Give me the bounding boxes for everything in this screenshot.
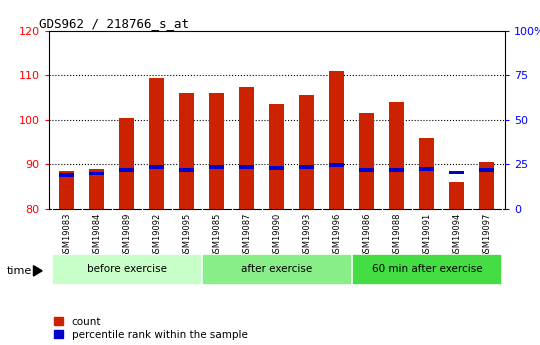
Bar — [329, 163, 345, 167]
Bar — [149, 78, 164, 209]
Bar — [59, 171, 74, 209]
Bar — [299, 165, 314, 169]
Text: GSM19094: GSM19094 — [453, 212, 461, 258]
Text: GSM19087: GSM19087 — [242, 212, 251, 258]
Bar — [420, 138, 434, 209]
Text: GSM19091: GSM19091 — [422, 212, 431, 258]
Text: GSM19096: GSM19096 — [332, 212, 341, 258]
Text: GSM19095: GSM19095 — [182, 212, 191, 258]
Bar — [89, 169, 104, 209]
Bar — [480, 168, 495, 172]
Text: GSM19092: GSM19092 — [152, 212, 161, 258]
Bar — [299, 96, 314, 209]
Bar — [179, 93, 194, 209]
Text: GDS962 / 218766_s_at: GDS962 / 218766_s_at — [39, 17, 190, 30]
Bar — [449, 170, 464, 174]
Bar — [59, 173, 74, 177]
Text: GSM19090: GSM19090 — [272, 212, 281, 258]
Bar — [89, 172, 104, 175]
Bar — [389, 102, 404, 209]
Text: GSM19086: GSM19086 — [362, 212, 372, 258]
Bar — [119, 168, 134, 172]
Text: GSM19085: GSM19085 — [212, 212, 221, 258]
Text: after exercise: after exercise — [241, 264, 312, 274]
FancyBboxPatch shape — [202, 254, 352, 285]
Bar — [420, 167, 434, 171]
Text: GSM19084: GSM19084 — [92, 212, 101, 258]
Bar — [449, 182, 464, 209]
Polygon shape — [33, 266, 42, 276]
Bar — [359, 168, 374, 172]
Bar — [209, 93, 224, 209]
Text: GSM19097: GSM19097 — [482, 212, 491, 258]
Text: GSM19083: GSM19083 — [62, 212, 71, 258]
Bar — [119, 118, 134, 209]
Bar — [389, 168, 404, 172]
Text: GSM19088: GSM19088 — [393, 212, 401, 258]
Bar — [359, 113, 374, 209]
Legend: count, percentile rank within the sample: count, percentile rank within the sample — [54, 317, 247, 340]
Bar — [209, 165, 224, 169]
FancyBboxPatch shape — [352, 254, 502, 285]
Bar — [239, 165, 254, 169]
FancyBboxPatch shape — [52, 254, 202, 285]
Bar — [239, 87, 254, 209]
Text: GSM19089: GSM19089 — [122, 212, 131, 258]
Bar — [269, 104, 284, 209]
Bar — [329, 71, 345, 209]
Bar — [179, 168, 194, 172]
Text: 60 min after exercise: 60 min after exercise — [372, 264, 482, 274]
Text: GSM19093: GSM19093 — [302, 212, 311, 258]
Bar — [480, 162, 495, 209]
Bar — [149, 165, 164, 169]
Bar — [269, 166, 284, 170]
Text: before exercise: before exercise — [86, 264, 167, 274]
Text: time: time — [6, 266, 32, 276]
